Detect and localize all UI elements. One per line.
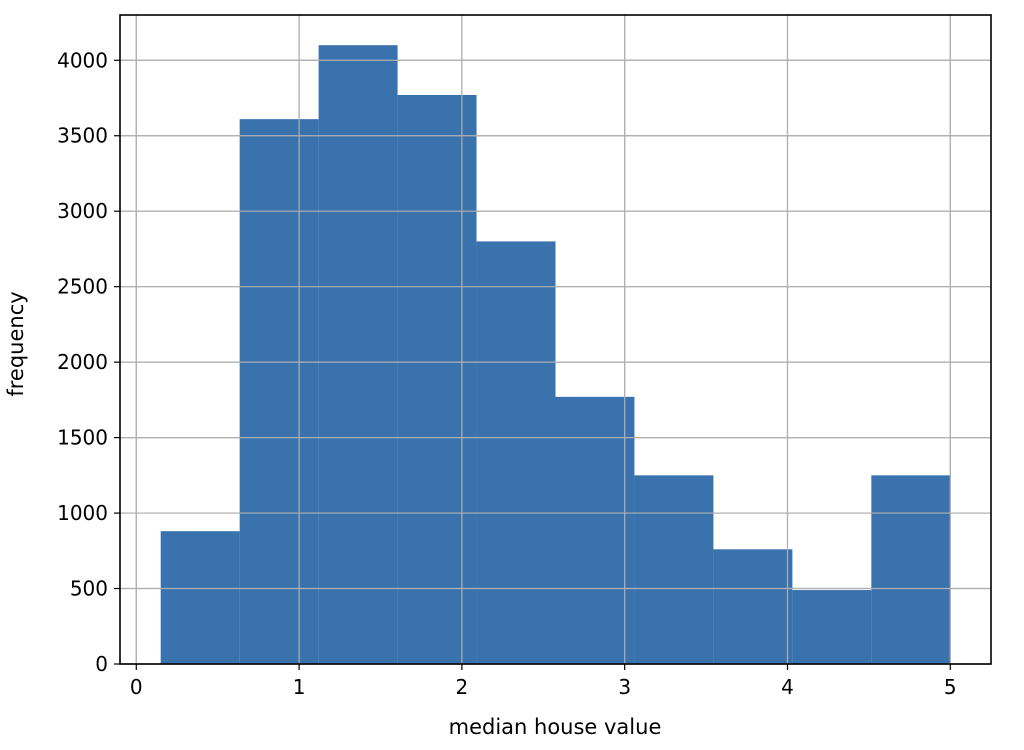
y-tick-label: 1500	[57, 426, 108, 450]
x-tick-label: 4	[781, 675, 794, 699]
histogram-bar	[476, 241, 556, 664]
histogram-bar	[713, 549, 793, 664]
x-tick-label: 1	[293, 675, 306, 699]
histogram-bars	[160, 45, 951, 665]
histogram-bar	[397, 94, 477, 664]
histogram-bar	[792, 590, 872, 664]
x-tick-label: 3	[618, 675, 631, 699]
histogram-bar	[160, 531, 240, 664]
y-tick-label: 3500	[57, 124, 108, 148]
histogram-bar	[634, 475, 714, 664]
x-axis-label: median house value	[449, 715, 662, 739]
y-axis-label: frequency	[4, 291, 28, 396]
y-axis-ticks: 0 500 1000 1500 2000 2500 3000 3500 4000	[57, 48, 120, 676]
histogram-bar	[871, 475, 951, 664]
x-tick-label: 2	[456, 675, 469, 699]
y-tick-label: 3000	[57, 199, 108, 223]
y-tick-label: 500	[70, 577, 108, 601]
histogram-bar	[318, 45, 398, 665]
x-tick-label: 0	[130, 675, 143, 699]
histogram-bar	[239, 119, 319, 665]
histogram-bar	[555, 396, 635, 664]
grid-lines-over-bars	[120, 15, 991, 665]
y-tick-label: 2000	[57, 350, 108, 374]
x-axis-ticks: 0 1 2 3 4 5	[130, 664, 957, 699]
y-tick-label: 2500	[57, 275, 108, 299]
plot-frame	[119, 14, 992, 665]
y-tick-label: 0	[95, 652, 108, 676]
y-tick-label: 4000	[57, 48, 108, 72]
x-tick-label: 5	[944, 675, 957, 699]
y-tick-label: 1000	[57, 501, 108, 525]
